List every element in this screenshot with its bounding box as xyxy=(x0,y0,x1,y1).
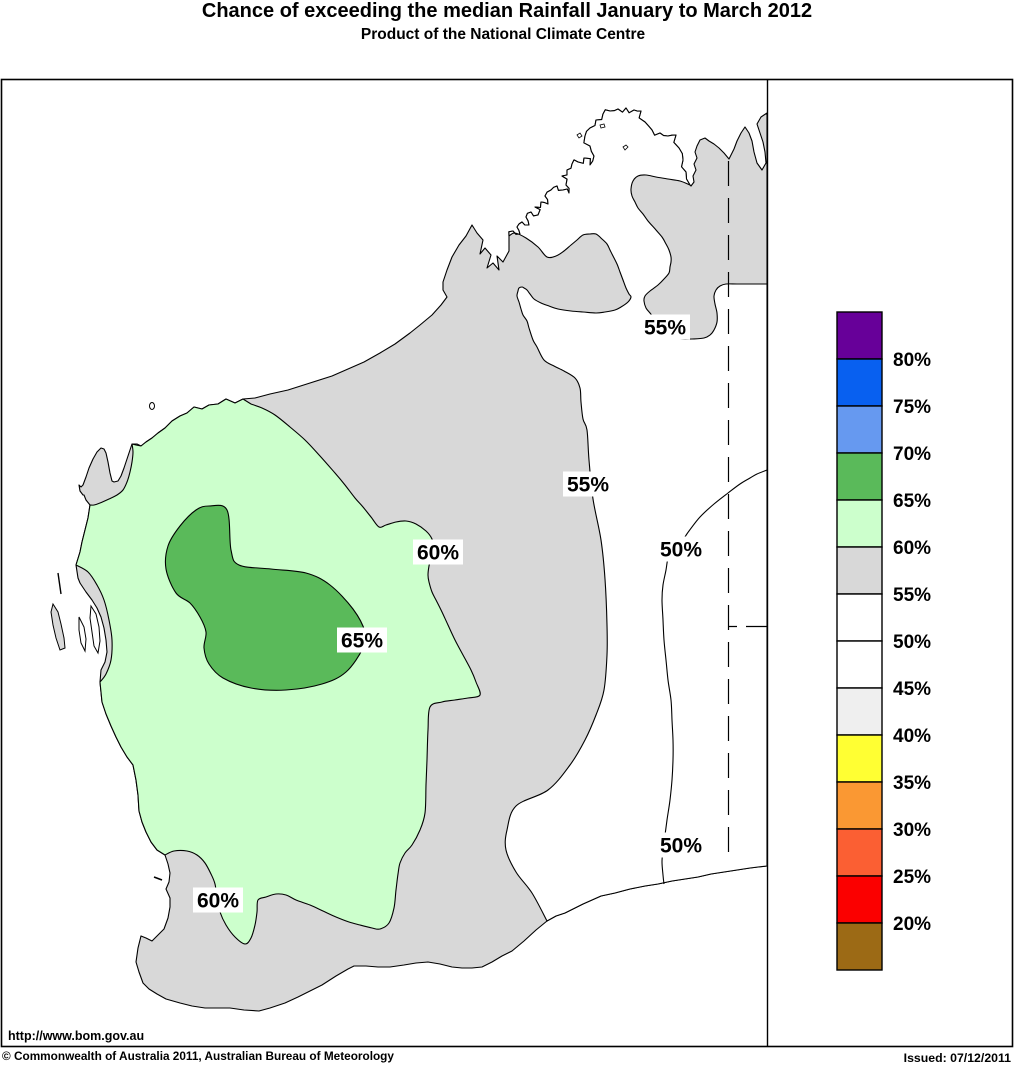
svg-text:60%: 60% xyxy=(417,542,459,565)
svg-text:65%: 65% xyxy=(893,491,931,512)
svg-text:40%: 40% xyxy=(893,726,931,747)
svg-text:Issued: 07/12/2011: Issued: 07/12/2011 xyxy=(904,1051,1011,1065)
svg-text:25%: 25% xyxy=(893,867,931,888)
svg-text:50%: 50% xyxy=(893,632,931,653)
svg-text:© Commonwealth of Australia 20: © Commonwealth of Australia 2011, Austra… xyxy=(2,1049,394,1063)
svg-text:50%: 50% xyxy=(660,835,702,858)
svg-text:50%: 50% xyxy=(660,539,702,562)
svg-text:Chance of exceeding the median: Chance of exceeding the median Rainfall … xyxy=(202,0,812,22)
svg-text:60%: 60% xyxy=(197,890,239,913)
svg-text:80%: 80% xyxy=(893,350,931,371)
svg-text:65%: 65% xyxy=(341,630,383,653)
svg-text:55%: 55% xyxy=(893,585,931,606)
svg-text:20%: 20% xyxy=(893,914,931,935)
svg-text:30%: 30% xyxy=(893,820,931,841)
svg-text:60%: 60% xyxy=(893,538,931,559)
svg-text:55%: 55% xyxy=(644,317,686,340)
svg-text:http://www.bom.gov.au: http://www.bom.gov.au xyxy=(8,1029,144,1043)
svg-text:35%: 35% xyxy=(893,773,931,794)
svg-text:75%: 75% xyxy=(893,397,931,418)
svg-text:70%: 70% xyxy=(893,444,931,465)
svg-text:Product of the National Climat: Product of the National Climate Centre xyxy=(361,26,646,43)
svg-text:45%: 45% xyxy=(893,679,931,700)
svg-text:55%: 55% xyxy=(567,474,609,497)
